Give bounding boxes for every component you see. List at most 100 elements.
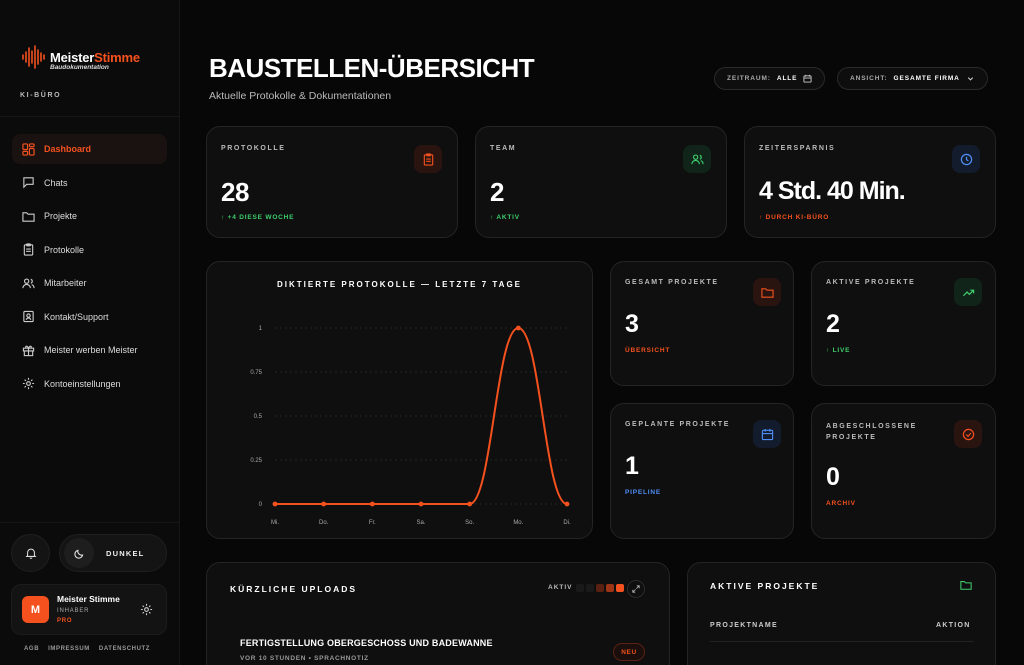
sidebar-item-protokolle[interactable]: Protokolle (12, 235, 167, 265)
upload-item-meta: VOR 10 STUNDEN • SPRACHNOTIZ (240, 655, 369, 662)
upload-item-title[interactable]: FERTIGSTELLUNG OBERGESCHOSS UND BADEWANN… (240, 638, 493, 648)
stat-card-protokolle[interactable]: PROTOKOLLE 28 ↑ +4 DIESE WOCHE (206, 126, 458, 238)
stat-card-zeitersparnis[interactable]: ZEITERSPARNIS 4 Std. 40 Min. ↑ DURCH KI-… (744, 126, 996, 238)
project-card-geplant[interactable]: GEPLANTE PROJEKTE 1 PIPELINE (610, 403, 794, 539)
clipboard-icon (23, 243, 34, 256)
theme-label: DUNKEL (106, 548, 145, 558)
stat-value: 2 (490, 177, 504, 207)
theme-toggle-button[interactable]: DUNKEL (59, 534, 167, 572)
notifications-button[interactable] (11, 534, 50, 572)
page-subtitle: Aktuelle Protokolle & Dokumentationen (209, 90, 392, 102)
y-tick-label: 1 (259, 326, 263, 332)
sidebar-item-label: Chats (44, 177, 68, 188)
chat-icon (23, 177, 34, 189)
sidebar-item-kontoeinstellungen[interactable]: Kontoeinstellungen (12, 369, 167, 399)
project-note: ARCHIV (826, 500, 856, 507)
column-header-projektname[interactable]: PROJEKTNAME (710, 622, 778, 629)
users-icon (683, 145, 711, 173)
project-card-gesamt[interactable]: GESAMT PROJEKTE 3 ÜBERSICHT (610, 261, 794, 386)
stat-card-team[interactable]: TEAM 2 ↑ AKTIV (475, 126, 727, 238)
sidebar-item-label: Projekte (44, 211, 78, 221)
activity-cell (616, 584, 624, 592)
user-plan-badge: PRO (57, 618, 73, 624)
activity-heatmap (576, 584, 624, 592)
folder-icon (960, 578, 974, 592)
new-badge: NEU (613, 643, 645, 661)
project-note: ÜBERSICHT (625, 347, 671, 354)
gear-icon (22, 377, 35, 390)
users-icon (22, 277, 35, 288)
data-point (272, 501, 278, 507)
sidebar-item-mitarbeiter[interactable]: Mitarbeiter (12, 268, 167, 298)
data-point (467, 501, 473, 507)
x-tick-label: Fr. (369, 520, 376, 526)
check-circle-icon (954, 420, 982, 448)
line-chart: 0 0.25 0.5 0.75 1 Mi. Do. Fr. Sa. So. Mo. Di. (250, 325, 571, 526)
y-tick-label: 0.5 (254, 414, 263, 420)
settings-gear-icon[interactable] (140, 603, 153, 616)
divider (0, 116, 179, 117)
logo[interactable]: MeisterStimme (20, 44, 140, 70)
user-card[interactable]: M Meister Stimme INHABER PRO (11, 584, 167, 635)
sidebar-nav: Dashboard Chats Projekte Protokolle Mita… (12, 134, 167, 402)
folder-icon (22, 211, 35, 222)
bell-icon (24, 548, 37, 559)
project-card-aktiv[interactable]: AKTIVE PROJEKTE 2 ↑ LIVE (811, 261, 996, 386)
series-line (274, 326, 568, 505)
x-tick-label: Do. (319, 520, 329, 526)
project-value: 1 (625, 452, 639, 480)
sidebar-item-kontakt-support[interactable]: Kontakt/Support (12, 302, 167, 332)
sidebar-item-projekte[interactable]: Projekte (12, 201, 167, 231)
stat-label: ZEITERSPARNIS (759, 145, 836, 152)
x-tick-label: Mo. (513, 520, 523, 526)
project-label: GEPLANTE PROJEKTE (625, 421, 730, 428)
project-value: 3 (625, 310, 639, 338)
contact-card-icon (23, 310, 34, 323)
column-header-aktion: AKTION (936, 622, 971, 629)
uploads-card: KÜRZLICHE UPLOADS AKTIV FERTIGSTELLUNG O… (206, 562, 670, 665)
data-point (418, 501, 424, 507)
footer-link-impressum[interactable]: IMPRESSUM (48, 646, 90, 652)
clock-icon (952, 145, 980, 173)
activity-cell (606, 584, 614, 592)
expand-button[interactable] (627, 580, 645, 598)
data-point (515, 325, 521, 331)
stat-note: ↑ DURCH KI-BÜRO (759, 214, 830, 221)
stat-value: 4 Std. 40 Min. (759, 177, 906, 205)
sidebar-item-chats[interactable]: Chats (12, 168, 167, 198)
period-filter-value: ALLE (776, 75, 798, 82)
period-filter[interactable]: ZEITRAUM: ALLE (714, 67, 826, 90)
sidebar-item-meister-werben[interactable]: Meister werben Meister (12, 335, 167, 365)
expand-icon (632, 585, 640, 593)
stat-value: 28 (221, 177, 249, 207)
footer-link-datenschutz[interactable]: DATENSCHUTZ (98, 646, 151, 652)
table-divider (710, 641, 974, 642)
view-filter[interactable]: ANSICHT: GESAMTE FIRMA (837, 67, 988, 90)
chart-title: DIKTIERTE PROTOKOLLE — LETZTE 7 TAGE (276, 280, 523, 289)
sidebar-item-label: Mitarbeiter (44, 278, 87, 288)
page-title: BAUSTELLEN-ÜBERSICHT (209, 53, 535, 83)
divider (0, 522, 179, 523)
project-note: ↑ LIVE (826, 347, 851, 354)
view-filter-key: ANSICHT: (850, 75, 888, 82)
sidebar-item-dashboard[interactable]: Dashboard (12, 134, 167, 164)
y-tick-label: 0 (259, 502, 263, 508)
user-role: INHABER (57, 608, 90, 614)
view-filter-value: GESAMTE FIRMA (893, 75, 960, 82)
uploads-title: KÜRZLICHE UPLOADS (230, 584, 358, 594)
y-tick-label: 0.25 (250, 458, 262, 464)
sidebar-item-label: Kontoeinstellungen (44, 378, 121, 389)
project-note: PIPELINE (625, 489, 662, 496)
calendar-icon (753, 420, 781, 448)
sidebar-item-label: Meister werben Meister (44, 345, 138, 355)
footer-link-agb[interactable]: AGB (24, 646, 40, 652)
activity-cell (596, 584, 604, 592)
x-tick-label: Mi. (271, 520, 279, 526)
project-value: 0 (826, 463, 840, 491)
gift-icon (22, 345, 35, 356)
data-point (369, 501, 375, 507)
stat-note: ↑ AKTIV (490, 214, 520, 221)
project-label: AKTIVE PROJEKTE (826, 279, 916, 286)
project-card-abgeschlossen[interactable]: ABGESCHLOSSENE PROJEKTE 0 ARCHIV (811, 403, 996, 539)
